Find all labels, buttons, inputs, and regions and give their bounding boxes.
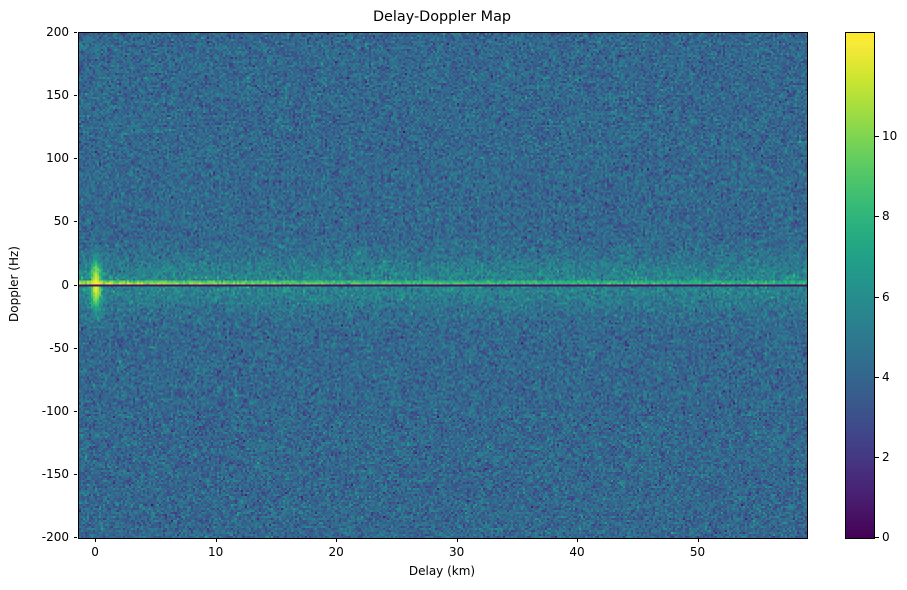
page-title: Delay-Doppler Map: [372, 9, 512, 25]
colorbar-tick-mark: [875, 296, 879, 298]
colorbar-tick-mark: [875, 456, 879, 458]
y-tick-mark: [73, 95, 77, 97]
x-tick-label: 20: [328, 545, 344, 559]
y-tick-label: 100: [46, 151, 69, 166]
y-tick-label: -50: [49, 340, 69, 355]
colorbar-gradient: [846, 33, 874, 538]
y-tick-label: 200: [46, 25, 69, 39]
y-tick-label: 0: [61, 277, 69, 292]
x-tick-mark: [697, 538, 699, 542]
y-tick-mark: [73, 284, 77, 286]
x-tick-mark: [456, 538, 458, 542]
x-tick-label: 30: [448, 545, 465, 559]
y-tick-mark: [73, 158, 77, 160]
x-tick-label: 40: [569, 545, 585, 559]
x-tick-mark: [336, 538, 338, 542]
x-axis-label: Delay (km): [408, 564, 476, 578]
y-tick-mark: [73, 537, 77, 538]
colorbar-tick-label: 4: [882, 369, 890, 384]
colorbar: [845, 32, 875, 539]
colorbar-tick-label: 6: [882, 289, 890, 304]
x-tick-label: 10: [207, 545, 224, 559]
x-tick-label: 0: [91, 545, 99, 559]
y-tick-mark: [73, 410, 77, 412]
y-tick-label: 150: [46, 88, 69, 103]
colorbar-tick-label: 10: [882, 129, 898, 144]
colorbar-tick-label: 8: [882, 209, 890, 224]
x-tick-label: 50: [689, 545, 706, 559]
y-tick-label: 50: [53, 214, 69, 229]
y-axis-ticks: 200 150 100 50 0 -50 -100 -150 -200: [0, 0, 69, 590]
y-tick-mark: [73, 221, 77, 223]
x-tick-mark: [577, 538, 579, 542]
colorbar-tick-label: 0: [882, 530, 890, 544]
colorbar-tick-label: 2: [882, 449, 890, 464]
y-tick-label: -200: [41, 530, 69, 544]
y-tick-label: -100: [41, 403, 69, 418]
heatmap-axes: [78, 32, 808, 539]
y-tick-mark: [73, 347, 77, 349]
y-tick-mark: [73, 473, 77, 475]
colorbar-tick-mark: [875, 537, 879, 538]
y-tick-mark: [73, 32, 77, 33]
x-tick-mark: [215, 538, 217, 542]
colorbar-tick-mark: [875, 136, 879, 138]
x-tick-mark: [95, 538, 97, 542]
colorbar-tick-mark: [875, 216, 879, 218]
heatmap-image: [79, 33, 807, 538]
y-tick-label: -150: [41, 466, 69, 481]
colorbar-tick-mark: [875, 376, 879, 378]
y-axis-label: Doppler (Hz): [7, 246, 21, 322]
